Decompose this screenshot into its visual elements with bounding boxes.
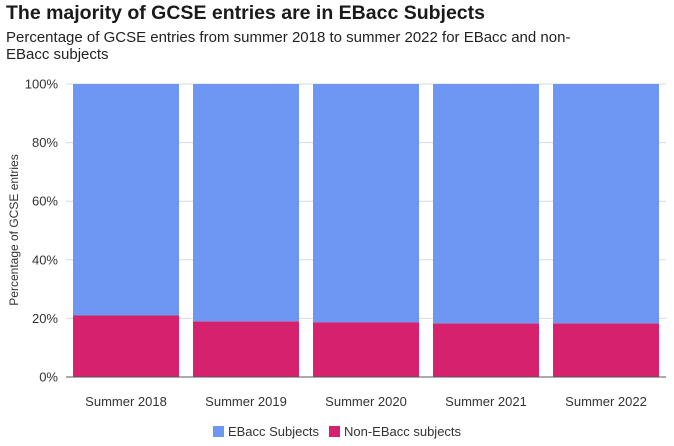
y-axis-label: Percentage of GCSE entries <box>7 154 21 305</box>
y-tick-label: 20% <box>32 311 58 326</box>
bar-segment-non-ebacc <box>433 323 539 377</box>
axes: 0% 20% 40% 60% 80% 100% Summer 2018 Summer 2019… <box>25 77 666 409</box>
legend-label-ebacc: EBacc Subjects <box>227 424 319 439</box>
legend-swatch-ebacc <box>212 426 224 437</box>
chart-subtitle: Percentage of GCSE entries from summer 2… <box>6 29 571 63</box>
bar-segment-non-ebacc <box>553 323 659 377</box>
y-tick-label: 0% <box>39 370 58 385</box>
x-tick-label: Summer 2018 <box>85 394 167 409</box>
legend-label-non-ebacc: Non-EBacc subjects <box>343 424 462 439</box>
legend: EBacc Subjects Non-EBacc subjects <box>0 424 674 439</box>
bar-segment-non-ebacc <box>73 315 179 377</box>
y-tick-label: 40% <box>32 252 58 267</box>
bar-segment-ebacc <box>433 84 539 324</box>
bar-segment-non-ebacc <box>313 322 419 377</box>
x-tick-label: Summer 2022 <box>565 394 647 409</box>
x-tick-label: Summer 2021 <box>445 394 527 409</box>
bar-segment-non-ebacc <box>193 321 299 377</box>
x-tick-label: Summer 2019 <box>205 394 287 409</box>
bar-segment-ebacc <box>193 84 299 322</box>
y-tick-label: 60% <box>32 194 58 209</box>
bar-segment-ebacc <box>313 84 419 323</box>
legend-item-non-ebacc: Non-EBacc subjects <box>328 424 462 439</box>
y-tick-label: 80% <box>32 135 58 150</box>
chart-title: The majority of GCSE entries are in EBac… <box>6 2 485 24</box>
y-tick-label: 100% <box>25 77 59 92</box>
bar-segment-ebacc <box>553 84 659 324</box>
bars <box>73 84 659 377</box>
bar-segment-ebacc <box>73 84 179 316</box>
legend-swatch-non-ebacc <box>328 426 340 437</box>
stacked-bar-chart: 0% 20% 40% 60% 80% 100% Summer 2018 Summer 2019… <box>7 77 666 409</box>
legend-item-ebacc: EBacc Subjects <box>212 424 319 439</box>
x-tick-label: Summer 2020 <box>325 394 407 409</box>
